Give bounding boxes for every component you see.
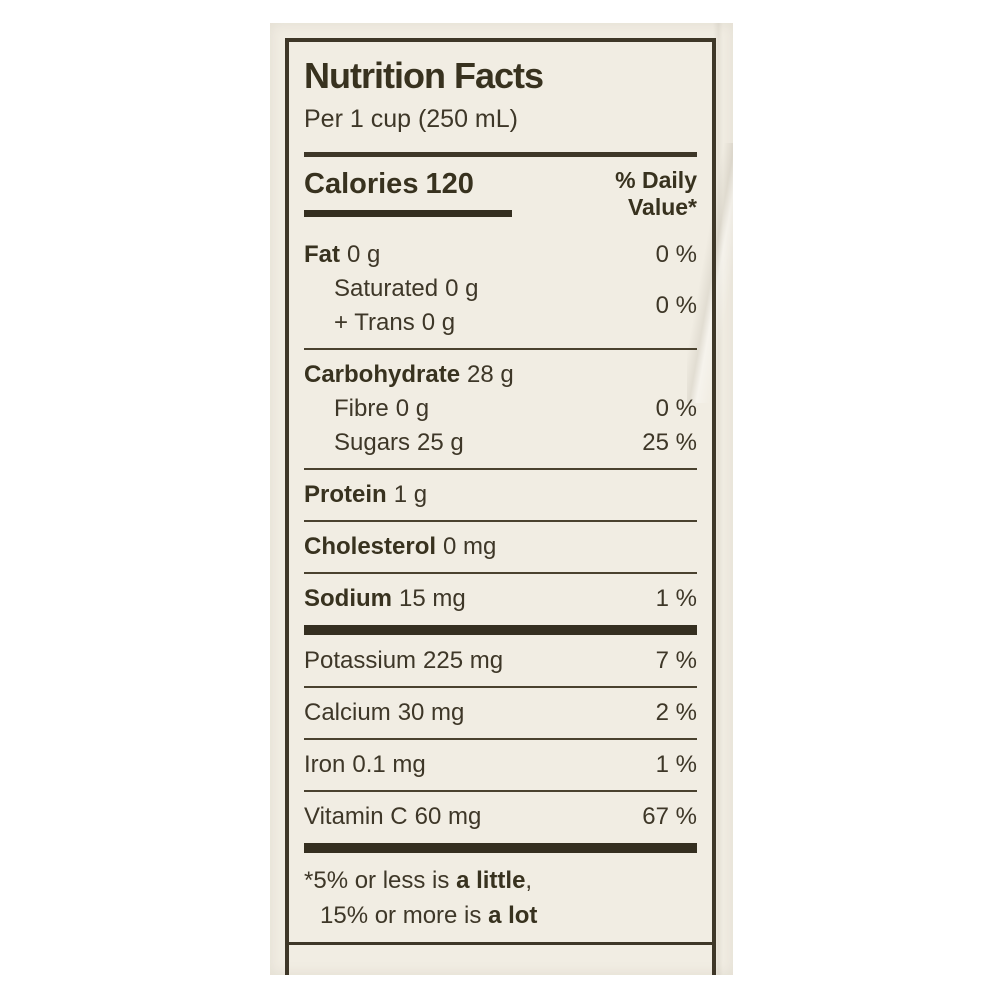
serving-size: Per 1 cup (250 mL) <box>304 105 518 133</box>
nutrient-dv: 0 % <box>655 241 697 268</box>
calories-block: Calories 120 <box>304 167 512 221</box>
nutrient-dv: 1 % <box>655 751 697 778</box>
divider <box>304 686 697 688</box>
nutrient-dv: 0 % <box>655 292 697 319</box>
section-divider-bar <box>304 843 697 853</box>
daily-value-header: % Daily Value* <box>615 167 697 220</box>
nutrient-name: Potassium 225 mg <box>304 647 504 674</box>
nutrient-row-protein: Protein 1 g <box>304 478 697 512</box>
nutrient-dv: 1 % <box>655 585 697 612</box>
nutrient-row-iron: Iron 0.1 mg 1 % <box>304 748 697 782</box>
daily-value-footnote: *5% or less is a little, 15% or more is … <box>304 867 538 929</box>
divider <box>304 468 697 470</box>
divider <box>304 790 697 792</box>
calories-row: Calories 120 % Daily Value* <box>304 167 697 221</box>
nutrient-name: Sugars 25 g <box>334 429 464 456</box>
nutrient-name: Vitamin C 60 mg <box>304 803 482 830</box>
nutrition-facts-box: Nutrition Facts Per 1 cup (250 mL) Calor… <box>285 38 716 975</box>
nutrient-row-potassium: Potassium 225 mg 7 % <box>304 644 697 678</box>
nutrient-name: Calcium 30 mg <box>304 699 465 726</box>
label-paper: Nutrition Facts Per 1 cup (250 mL) Calor… <box>270 23 733 975</box>
nutrient-row-carbohydrate: Carbohydrate 28 g <box>304 358 697 392</box>
nutrient-dv: 7 % <box>655 647 697 674</box>
section-divider-bar <box>304 625 697 635</box>
divider <box>304 520 697 522</box>
nutrient-row-cholesterol: Cholesterol 0 mg <box>304 530 697 564</box>
nutrient-name: Fat 0 g <box>304 241 381 268</box>
nutrition-facts-title: Nutrition Facts <box>304 55 544 96</box>
nutrient-row-calcium: Calcium 30 mg 2 % <box>304 696 697 730</box>
nutrient-name: Carbohydrate 28 g <box>304 361 514 388</box>
nutrient-name: Fibre 0 g <box>334 395 430 422</box>
nutrient-name: Protein 1 g <box>304 481 428 508</box>
nutrient-name: Sodium 15 mg <box>304 585 466 612</box>
nutrient-row-vitamin-c: Vitamin C 60 mg 67 % <box>304 800 697 834</box>
nutrient-name: Saturated 0 g + Trans 0 g <box>334 275 479 336</box>
divider <box>304 152 697 157</box>
paper-crease-vertical <box>713 23 723 975</box>
nutrient-dv: 2 % <box>655 699 697 726</box>
nutrient-row-fibre: Fibre 0 g 0 % <box>304 392 697 426</box>
nutrient-dv: 25 % <box>642 429 697 456</box>
divider <box>304 348 697 350</box>
calories-underline-bar <box>304 210 512 217</box>
divider <box>304 738 697 740</box>
nutrient-name: Cholesterol 0 mg <box>304 533 497 560</box>
nutrient-dv: 0 % <box>655 395 697 422</box>
nutrient-name: Iron 0.1 mg <box>304 751 426 778</box>
nutrient-row-saturated-trans: Saturated 0 g + Trans 0 g 0 % <box>304 272 697 340</box>
nutrient-row-sodium: Sodium 15 mg 1 % <box>304 582 697 616</box>
bottom-divider <box>289 942 712 945</box>
nutrient-row-sugars: Sugars 25 g 25 % <box>304 426 697 460</box>
paper-crease-diagonal <box>687 143 733 403</box>
calories-value: Calories 120 <box>304 168 474 200</box>
divider <box>304 572 697 574</box>
nutrient-dv: 67 % <box>642 803 697 830</box>
nutrient-row-fat: Fat 0 g 0 % <box>304 238 697 272</box>
